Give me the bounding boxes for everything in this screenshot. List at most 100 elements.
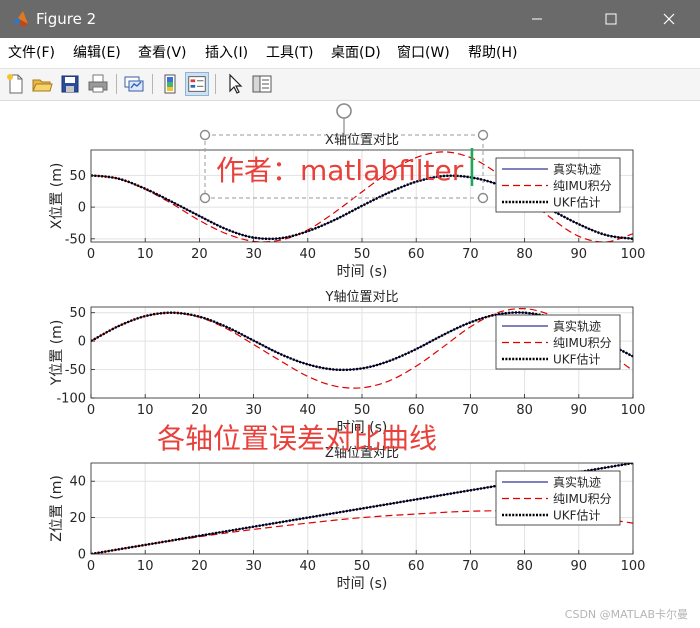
x-tick-label: 70 [462,403,479,418]
x-tick-label: 70 [462,559,479,574]
x-tick-label: 50 [354,559,371,574]
x-tick-label: 100 [621,403,646,418]
minimize-button[interactable] [514,0,560,38]
x-tick-label: 0 [87,247,95,262]
legend-entry: UKF估计 [553,196,601,210]
x-tick-label: 20 [191,559,208,574]
csdn-watermark: CSDN @MATLAB卡尔曼 [564,608,688,621]
y-tick-label: 20 [69,511,86,526]
x-tick-label: 50 [354,403,371,418]
menu-insert[interactable]: 插入(I) [205,45,249,61]
property-inspector-icon[interactable] [250,72,274,96]
resize-handle [199,192,211,204]
x-axis-label: 时间 (s) [337,420,388,436]
resize-handle [477,129,489,141]
menu-help[interactable]: 帮助(H) [468,45,518,61]
selection-frame [204,134,484,199]
maximize-button[interactable] [588,0,634,38]
toolbar-separator [152,74,153,94]
chart-title: Z轴位置对比 [325,446,399,461]
new-figure-icon[interactable] [4,72,28,96]
legend-entry: 纯IMU积分 [553,179,612,193]
y-axis-label: X位置 (m) [49,163,65,230]
x-tick-label: 90 [571,559,588,574]
x-tick-label: 10 [137,559,154,574]
colorbar-icon[interactable] [158,72,182,96]
toolbar-separator [116,74,117,94]
author-annotation: 作者：matlabfilter [216,154,464,187]
legend-icon[interactable] [185,72,209,96]
x-tick-label: 10 [137,403,154,418]
menu-window[interactable]: 窗口(W) [397,45,450,61]
x-tick-label: 60 [408,247,425,262]
link-plot-icon[interactable] [122,72,146,96]
x-tick-label: 50 [354,247,371,262]
x-tick-label: 80 [516,559,533,574]
chart-title: Y轴位置对比 [325,290,399,305]
x-tick-label: 90 [571,247,588,262]
y-tick-label: 40 [69,475,86,490]
menu-desktop[interactable]: 桌面(D) [331,45,381,61]
x-tick-label: 60 [408,559,425,574]
x-axis-label: 时间 (s) [337,576,388,592]
x-tick-label: 60 [408,403,425,418]
window-titlebar: Figure 2 [0,0,700,38]
menu-tools[interactable]: 工具(T) [266,45,314,61]
resize-handle [199,129,211,141]
x-tick-label: 100 [621,559,646,574]
x-tick-label: 30 [245,403,262,418]
menu-view[interactable]: 查看(V) [138,45,187,61]
y-tick-label: 0 [78,335,86,350]
open-file-icon[interactable] [30,72,54,96]
pointer-icon[interactable] [222,72,246,96]
y-axis-label: Z位置 (m) [49,475,65,542]
x-tick-label: 90 [571,403,588,418]
menu-file[interactable]: 文件(F) [8,45,55,61]
print-icon[interactable] [86,72,110,96]
x-axis-label: 时间 (s) [337,264,388,280]
chart-title: X轴位置对比 [325,133,399,148]
legend-entry: 真实轨迹 [553,475,601,490]
y-tick-label: 50 [69,306,86,321]
save-icon[interactable] [58,72,82,96]
toolbar-separator [215,74,216,94]
legend-entry: UKF估计 [553,353,601,367]
x-tick-label: 30 [245,247,262,262]
series-line-imu [91,308,633,389]
x-tick-label: 30 [245,559,262,574]
x-tick-label: 20 [191,403,208,418]
caption-annotation: 各轴位置误差对比曲线 [157,422,437,455]
matlab-logo-icon [12,11,28,27]
x-tick-label: 10 [137,247,154,262]
y-tick-label: -50 [65,363,86,378]
y-axis-label: Y位置 (m) [49,320,65,387]
x-tick-label: 100 [621,247,646,262]
x-tick-label: 20 [191,247,208,262]
resize-handle [477,192,489,204]
window-title: Figure 2 [36,10,97,28]
x-tick-label: 80 [516,403,533,418]
legend-entry: 纯IMU积分 [553,492,612,506]
x-tick-label: 40 [300,559,317,574]
y-tick-label: -50 [65,232,86,247]
x-tick-label: 40 [300,403,317,418]
legend-entry: UKF估计 [553,509,601,523]
x-tick-label: 0 [87,403,95,418]
menu-bar: 文件(F) 编辑(E) 查看(V) 插入(I) 工具(T) 桌面(D) 窗口(W… [0,38,700,69]
x-tick-label: 80 [516,247,533,262]
figure-toolbar [0,69,700,101]
x-tick-label: 0 [87,559,95,574]
x-tick-label: 40 [300,247,317,262]
y-tick-label: 0 [78,548,86,563]
legend-entry: 真实轨迹 [553,162,601,177]
close-button[interactable] [646,0,692,38]
x-tick-label: 70 [462,247,479,262]
menu-edit[interactable]: 编辑(E) [73,45,121,61]
y-tick-label: 0 [78,201,86,216]
axes-y: 0 10 20 30 40 50 60 70 80 90 100 -100 -50 0 50 Y轴位置对比时间… [49,290,645,436]
